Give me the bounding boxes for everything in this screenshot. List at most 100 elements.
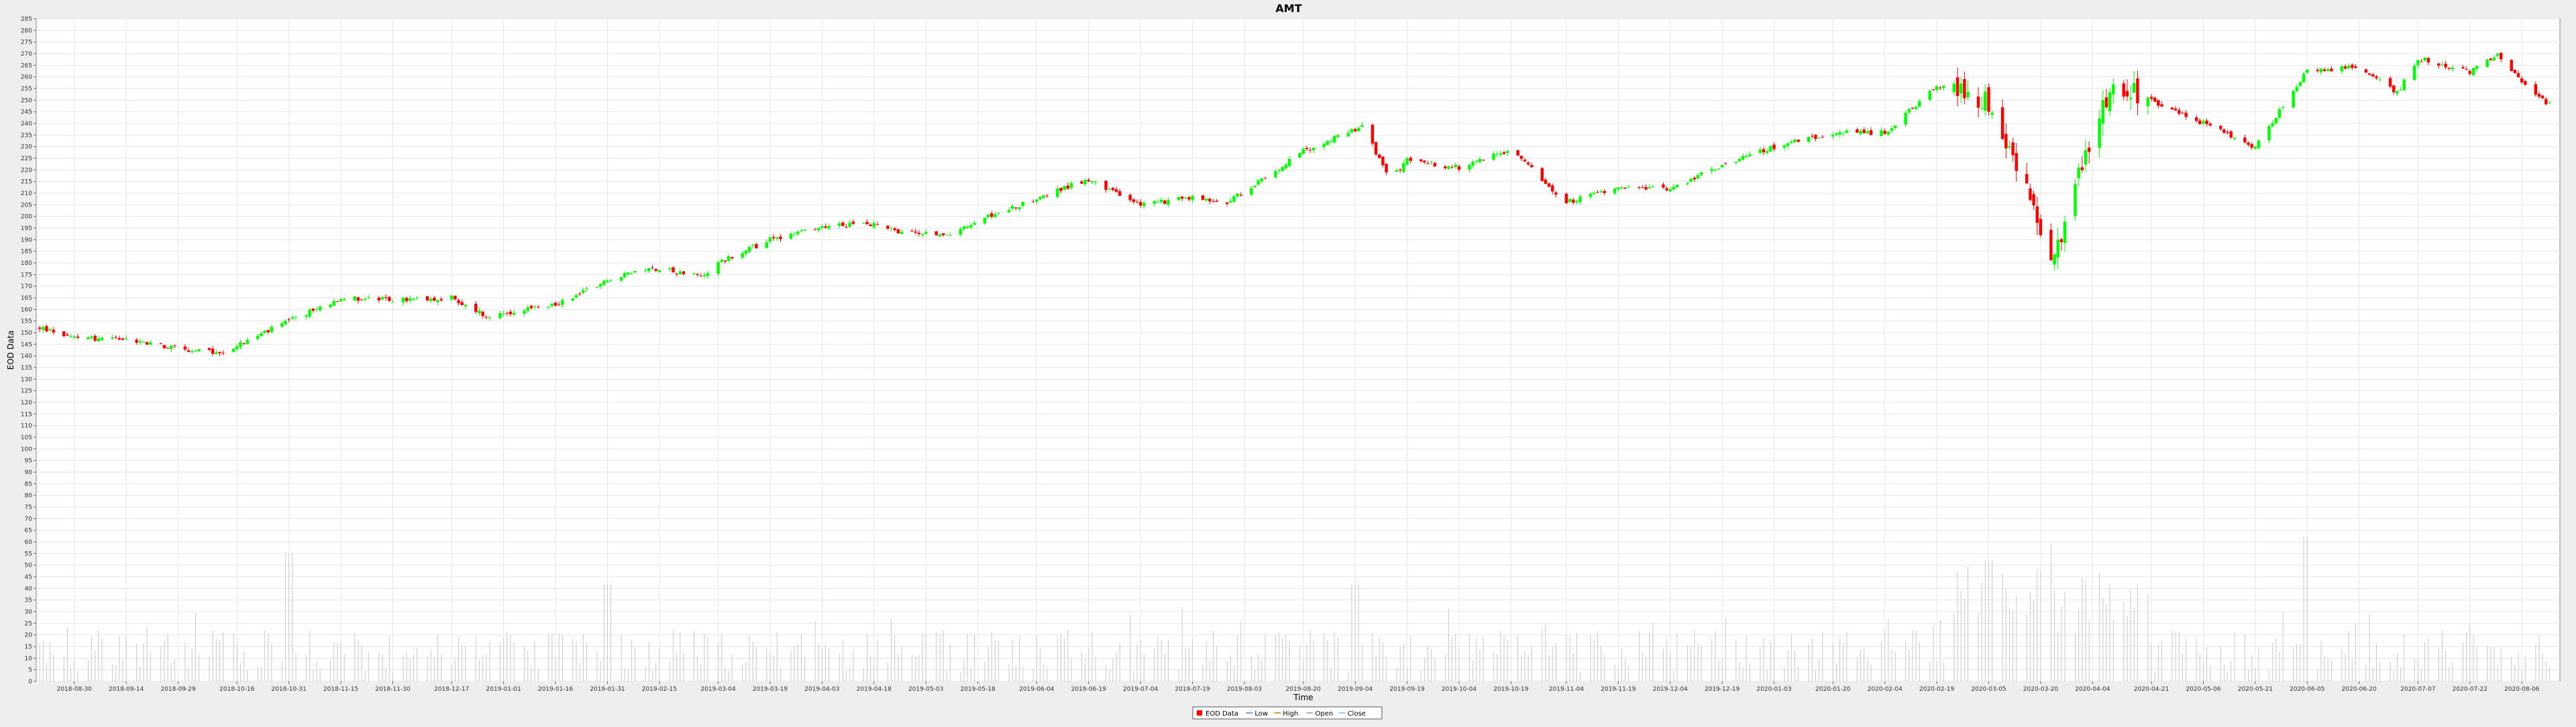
- y-tick-label: 165: [21, 295, 32, 302]
- candle-body: [2153, 97, 2157, 102]
- y-tick-label: 0: [28, 679, 32, 685]
- candle-body: [1468, 165, 1471, 170]
- candle-body: [1205, 199, 1208, 201]
- volume-bars: [39, 537, 2551, 681]
- candle-body: [1762, 149, 1766, 153]
- candle-body: [959, 229, 963, 235]
- candle-body: [377, 297, 381, 300]
- candle-body: [2257, 140, 2261, 148]
- candle-body: [425, 296, 429, 301]
- candle-body: [706, 273, 710, 276]
- x-tick-label: 2020-07-07: [2400, 686, 2435, 693]
- candle-body: [2098, 118, 2101, 148]
- candle-body: [609, 280, 612, 281]
- y-tick-label: 100: [21, 446, 32, 453]
- candle-body: [2008, 146, 2011, 148]
- candle-body: [920, 233, 924, 235]
- y-tick-label: 195: [21, 225, 32, 232]
- candle-body: [1031, 201, 1035, 203]
- candle-body: [606, 280, 609, 282]
- candle-body: [2198, 120, 2202, 125]
- candle-body: [1530, 165, 1534, 168]
- plot-area: [36, 18, 2561, 682]
- y-tick-label: 120: [21, 400, 32, 406]
- candle-body: [678, 271, 682, 274]
- x-tick-label: 2018-11-15: [323, 686, 358, 693]
- candle-body: [90, 336, 93, 338]
- candle-body: [1495, 154, 1499, 155]
- candle-body: [1987, 87, 1990, 112]
- candle-body: [263, 331, 266, 333]
- y-axis-label: EOD Data: [6, 331, 15, 370]
- candle-body: [2537, 94, 2541, 97]
- candle-body: [1856, 129, 1859, 133]
- x-tick-label: 2019-05-18: [960, 686, 996, 693]
- candle-body: [1589, 193, 1593, 197]
- x-tick-label: 2018-08-30: [57, 686, 93, 693]
- candle-body: [2343, 66, 2347, 69]
- candle-body: [1350, 129, 1354, 133]
- candle-body: [837, 223, 841, 226]
- candle-body: [166, 347, 170, 349]
- candle-body: [97, 338, 101, 341]
- y-tick-label: 205: [21, 202, 32, 209]
- candle-body: [218, 351, 221, 353]
- candle-body: [2267, 125, 2271, 141]
- candle-body: [1430, 162, 1433, 163]
- candle-body: [1648, 187, 1652, 188]
- y-tick-label: 65: [25, 528, 32, 535]
- candle-body: [1180, 197, 1184, 199]
- candle-body: [1564, 194, 1568, 204]
- y-tick-label: 110: [21, 423, 32, 430]
- candle-body: [654, 269, 657, 271]
- candle-body: [924, 231, 928, 234]
- candle-body: [1114, 189, 1118, 192]
- candle-body: [1090, 181, 1094, 183]
- x-tick-label: 2018-10-16: [219, 686, 255, 693]
- candle-body: [1782, 145, 1786, 148]
- y-tick-label: 150: [21, 330, 32, 337]
- candle-body: [1163, 200, 1167, 205]
- legend: EOD Data Low High Open Close: [1192, 706, 1383, 720]
- candle-body: [87, 337, 90, 339]
- candle-body: [2540, 95, 2544, 99]
- candle-body: [183, 346, 187, 350]
- candle-body: [2500, 52, 2503, 60]
- candle-body: [481, 311, 484, 317]
- candle-body: [630, 272, 633, 274]
- candle-body: [2125, 91, 2129, 97]
- candle-body: [949, 235, 952, 236]
- candle-body: [329, 304, 332, 308]
- candle-body: [965, 227, 969, 229]
- candle-body: [1766, 151, 1769, 153]
- candle-body: [433, 297, 436, 301]
- candle-body: [1135, 201, 1139, 203]
- candle-body: [2149, 97, 2153, 99]
- y-tick-label: 105: [21, 435, 32, 441]
- candle-body: [1311, 148, 1316, 151]
- candle-body: [1215, 201, 1218, 202]
- candle-body: [2471, 68, 2475, 75]
- candle-body: [2330, 68, 2333, 72]
- candle-body: [239, 342, 242, 347]
- x-tick-label: 2020-06-05: [2290, 686, 2324, 693]
- candle-body: [1087, 180, 1091, 182]
- y-tick-label: 235: [21, 132, 32, 139]
- y-tick-label: 10: [25, 655, 33, 662]
- y-tick-label: 185: [21, 249, 32, 256]
- candle-body: [2080, 167, 2084, 170]
- candle-body: [1638, 187, 1641, 188]
- candle-body: [969, 225, 973, 228]
- y-tick-label: 175: [21, 272, 32, 278]
- candle-body: [315, 309, 319, 310]
- candle-body: [2534, 84, 2538, 95]
- x-tick-label: 2020-02-19: [1919, 686, 1955, 693]
- candle-body: [1357, 127, 1360, 131]
- candle-body: [2035, 206, 2039, 223]
- candle-body: [1253, 185, 1256, 188]
- candle-body: [2513, 69, 2517, 73]
- candle-body: [2194, 117, 2198, 121]
- candle-body: [1329, 141, 1333, 142]
- candle-body: [2399, 89, 2402, 91]
- candle-body: [647, 268, 651, 272]
